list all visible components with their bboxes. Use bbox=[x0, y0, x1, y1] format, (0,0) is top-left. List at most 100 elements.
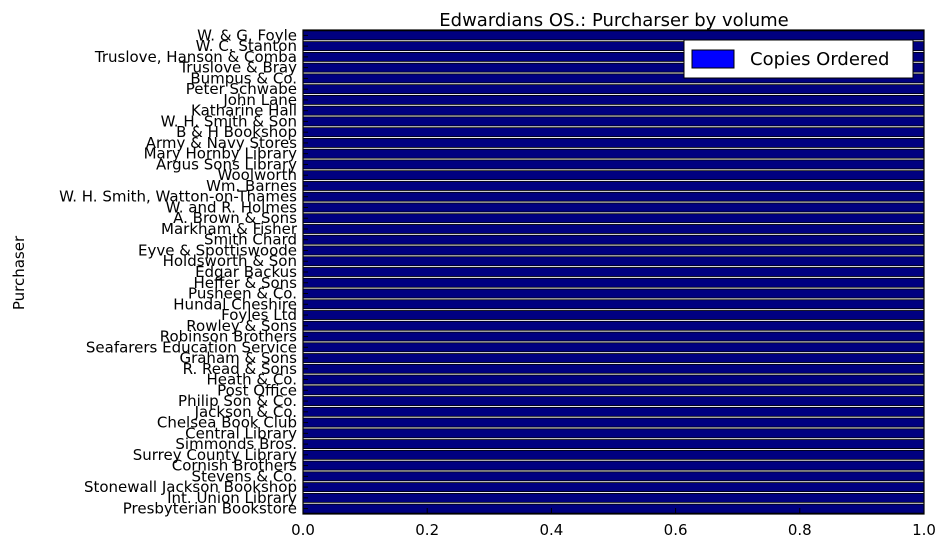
y-tick-label: Simmonds Bros. bbox=[175, 435, 297, 453]
y-tick-label: Markham & Fisher bbox=[161, 220, 298, 238]
bar bbox=[302, 159, 925, 170]
y-tick-label: Surrey County Library bbox=[133, 446, 297, 464]
legend-box bbox=[683, 39, 914, 79]
bar bbox=[302, 342, 925, 353]
x-tick-label: 0.8 bbox=[788, 521, 812, 539]
bar bbox=[302, 492, 925, 503]
bar bbox=[302, 181, 925, 191]
bar bbox=[302, 127, 925, 138]
bar bbox=[302, 353, 925, 363]
legend-label: Copies Ordered bbox=[750, 49, 889, 70]
y-axis-label: Purchaser bbox=[10, 235, 28, 310]
bar bbox=[302, 439, 925, 450]
y-tick-label: Holdsworth & Son bbox=[163, 252, 297, 270]
bar bbox=[302, 116, 925, 127]
bar bbox=[302, 503, 925, 514]
bar bbox=[302, 449, 925, 460]
y-tick-label: Philip Son & Co. bbox=[178, 392, 297, 410]
y-tick-label: Peter Schwabe bbox=[186, 80, 297, 98]
y-tick-label: Truslove, Hanson & Comba bbox=[94, 48, 297, 66]
y-tick-label: Bumpus & Co. bbox=[190, 69, 297, 87]
bar bbox=[302, 202, 925, 213]
y-tick-label: Truslove & Bray bbox=[178, 59, 297, 77]
bar bbox=[302, 363, 925, 374]
x-tick-label: 0.2 bbox=[415, 521, 439, 539]
y-tick-label: R. Read & Sons bbox=[183, 360, 298, 378]
y-tick-label: Heffer & Sons bbox=[194, 274, 298, 292]
y-tick-label: A. Brown & Sons bbox=[173, 209, 297, 227]
bar bbox=[302, 105, 925, 116]
bar bbox=[302, 288, 925, 299]
y-tick-label: Edgar Backus bbox=[195, 263, 297, 281]
bar bbox=[302, 428, 925, 439]
bar bbox=[302, 482, 925, 493]
y-tick-label: Seafarers Education Service bbox=[86, 338, 297, 356]
y-tick-label: Eyve & Spottiswoode bbox=[138, 241, 297, 259]
bar bbox=[302, 460, 925, 471]
bar bbox=[302, 148, 925, 159]
y-tick-label: Presbyterian Bookstore bbox=[123, 500, 297, 518]
legend: Copies Ordered bbox=[683, 39, 914, 79]
bar bbox=[302, 138, 925, 148]
bar-group bbox=[302, 30, 925, 514]
y-tick-label: Smith Chard bbox=[204, 231, 297, 249]
y-tick-label: Woolworth bbox=[218, 166, 297, 184]
bar bbox=[302, 471, 925, 482]
y-tick-label: Pusheen & Co. bbox=[188, 285, 297, 303]
bar bbox=[302, 256, 925, 267]
y-tick-label: Post Office bbox=[217, 381, 297, 399]
bar bbox=[302, 245, 925, 256]
x-tick-label: 0.0 bbox=[291, 521, 315, 539]
y-tick-label: John Lane bbox=[222, 91, 297, 109]
y-tick-label: W. and R. Holmes bbox=[166, 198, 298, 216]
y-tick-label: Argus Sons Library bbox=[156, 155, 297, 173]
y-tick-label: Katharine Hall bbox=[191, 102, 297, 120]
y-tick-label: W. C. Stanton bbox=[196, 37, 297, 55]
legend-swatch bbox=[691, 49, 735, 69]
bar bbox=[302, 277, 925, 288]
y-tick-label: Hundal Cheshire bbox=[173, 295, 297, 313]
y-tick-label: Stevens & Co. bbox=[192, 467, 297, 485]
x-tick-label: 1.0 bbox=[912, 521, 936, 539]
y-tick-label: Robinson Brothers bbox=[160, 328, 297, 346]
y-tick-label: W. & G. Foyle bbox=[197, 26, 297, 44]
bar bbox=[302, 396, 925, 406]
bar bbox=[302, 170, 925, 181]
y-tick-label: Int. Union Library bbox=[167, 489, 297, 507]
bar bbox=[302, 310, 925, 320]
x-tick-label: 0.6 bbox=[664, 521, 688, 539]
bar bbox=[302, 299, 925, 310]
bar bbox=[302, 320, 925, 331]
y-tick-label: Foyles Ltd bbox=[221, 306, 297, 324]
y-tick-label: Graham & Sons bbox=[179, 349, 297, 367]
bar bbox=[302, 94, 925, 105]
y-tick-label: W. H. Smith, Watton-on-Thames bbox=[59, 188, 297, 206]
bar bbox=[302, 417, 925, 428]
y-tick-label: Cornish Brothers bbox=[172, 457, 297, 475]
y-tick-label: Army & Navy Stores bbox=[146, 134, 297, 152]
bar bbox=[302, 234, 925, 245]
x-tick-label: 0.4 bbox=[539, 521, 563, 539]
y-tick-label: Wm. Barnes bbox=[206, 177, 297, 195]
plot-frame bbox=[302, 29, 925, 515]
y-tick-label: B & H Bookshop bbox=[176, 123, 297, 141]
chart-title: Edwardians OS.: Purcharser by volume bbox=[439, 10, 788, 31]
bar bbox=[302, 267, 925, 277]
y-tick-label: Jackson & Co. bbox=[194, 403, 297, 421]
bar bbox=[302, 374, 925, 385]
bar bbox=[302, 331, 925, 342]
bar bbox=[302, 224, 925, 234]
y-tick-label: Chelsea Book Club bbox=[157, 414, 297, 432]
y-tick-label: W. H. Smith & Son bbox=[161, 112, 297, 130]
y-tick-label: Stonewall Jackson Bookshop bbox=[84, 478, 297, 496]
y-tick-label: Heath & Co. bbox=[207, 371, 297, 389]
bar bbox=[302, 213, 925, 224]
bar bbox=[302, 191, 925, 202]
y-tick-label: Rowley & Sons bbox=[186, 317, 297, 335]
y-tick-label: Central Library bbox=[185, 424, 297, 442]
bar bbox=[302, 84, 925, 95]
y-tick-label: Mary Hornby Library bbox=[144, 145, 298, 163]
bar bbox=[302, 385, 925, 396]
